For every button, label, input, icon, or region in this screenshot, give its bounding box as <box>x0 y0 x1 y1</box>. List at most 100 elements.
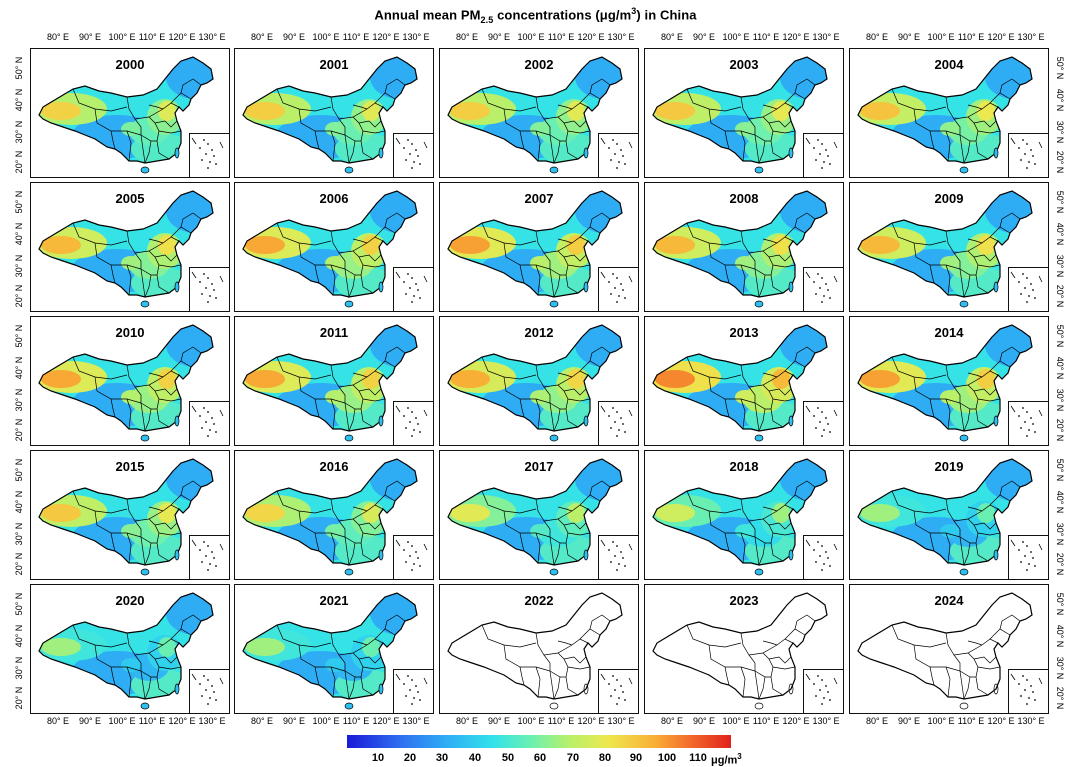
map-panel-2015: 2015 <box>30 450 230 580</box>
title-superscript: 3 <box>631 6 637 16</box>
lon-tick: 130° E <box>198 716 226 726</box>
lat-tick: 30° N <box>1055 522 1065 546</box>
lon-tick: 120° E <box>372 716 400 726</box>
lon-tick: 80° E <box>660 32 684 42</box>
year-label: 2023 <box>729 593 759 608</box>
map-panel-2020: 2020 <box>30 584 230 714</box>
title-middle: concentrations (μg/m <box>493 7 632 23</box>
year-label: 2021 <box>319 593 349 608</box>
lon-tick: 110° E <box>752 716 780 726</box>
lon-tick: 120° E <box>987 716 1015 726</box>
south-china-sea-inset <box>1008 535 1048 579</box>
lon-tick: 90° E <box>78 716 102 726</box>
lon-tick: 130° E <box>1017 32 1045 42</box>
china-map-2018 <box>652 458 828 576</box>
lon-axis-top: 80° E 90° E 100° E 110° E 120° E 130° E <box>849 32 1049 44</box>
map-panel-2007: 2007 <box>439 182 639 312</box>
china-map-2011 <box>242 324 418 442</box>
colorbar-tick-label: 10 <box>371 752 385 764</box>
map-panel-2008: 2008 <box>644 182 844 312</box>
lon-tick: 110° E <box>342 32 370 42</box>
colorbar-unit: μg/m3 <box>711 752 742 767</box>
lat-tick: 40° N <box>14 356 24 380</box>
lon-tick: 80° E <box>46 716 70 726</box>
south-china-sea-inset <box>598 267 638 311</box>
lon-tick: 130° E <box>607 716 635 726</box>
map-panel-2012: 2012 <box>439 316 639 446</box>
lon-tick: 80° E <box>455 32 479 42</box>
lon-tick: 80° E <box>250 716 274 726</box>
colorbar <box>347 735 731 748</box>
south-china-sea-inset <box>598 401 638 445</box>
map-panel-2023: 2023 <box>644 584 844 714</box>
map-panel-2004: 2004 <box>849 48 1049 178</box>
south-china-sea-inset <box>803 535 843 579</box>
lon-tick: 80° E <box>455 716 479 726</box>
lat-tick: 20° N <box>14 150 24 174</box>
lon-tick: 110° E <box>547 32 575 42</box>
south-china-sea-inset <box>1008 133 1048 177</box>
south-china-sea-inset <box>598 669 638 713</box>
lon-tick: 90° E <box>692 716 716 726</box>
colorbar-tick-label: 110 <box>689 752 707 764</box>
map-panel-2024: 2024 <box>849 584 1049 714</box>
year-label: 2017 <box>524 459 554 474</box>
south-china-sea-inset <box>189 535 229 579</box>
china-map-2022 <box>447 592 623 710</box>
map-panel-2001: 2001 <box>234 48 434 178</box>
lon-tick: 90° E <box>487 32 511 42</box>
lon-axis-bottom: 80° E 90° E 100° E 110° E 120° E 130° E <box>439 716 639 728</box>
map-panel-2010: 2010 <box>30 316 230 446</box>
lon-tick: 130° E <box>402 32 430 42</box>
south-china-sea-inset <box>189 133 229 177</box>
lat-axis-left: 50° N 40° N 30° N 20° N <box>12 182 26 312</box>
lon-tick: 120° E <box>372 32 400 42</box>
year-label: 2004 <box>934 57 964 72</box>
lon-tick: 100° E <box>927 32 955 42</box>
south-china-sea-inset <box>393 267 433 311</box>
south-china-sea-inset <box>393 133 433 177</box>
lon-tick: 110° E <box>752 32 780 42</box>
map-panel-2017: 2017 <box>439 450 639 580</box>
year-label: 2020 <box>115 593 145 608</box>
south-china-sea-inset <box>803 267 843 311</box>
lat-axis-left: 50° N 40° N 30° N 20° N <box>12 48 26 178</box>
south-china-sea-inset <box>393 401 433 445</box>
china-map-2004 <box>857 56 1033 174</box>
colorbar-tick-label: 90 <box>629 752 643 764</box>
lon-tick: 80° E <box>46 32 70 42</box>
china-map-2010 <box>38 324 214 442</box>
china-map-2020 <box>38 592 214 710</box>
lat-tick: 40° N <box>14 490 24 514</box>
lon-tick: 100° E <box>927 716 955 726</box>
lon-tick: 110° E <box>957 32 985 42</box>
lon-tick: 90° E <box>897 32 921 42</box>
year-label: 2016 <box>319 459 349 474</box>
lat-axis-right: 50° N 40° N 30° N 20° N <box>1053 450 1067 580</box>
year-label: 2006 <box>319 191 349 206</box>
year-label: 2002 <box>524 57 554 72</box>
lat-tick: 50° N <box>1055 592 1065 616</box>
lat-tick: 40° N <box>14 624 24 648</box>
south-china-sea-inset <box>393 669 433 713</box>
south-china-sea-inset <box>189 669 229 713</box>
lat-axis-left: 50° N 40° N 30° N 20° N <box>12 584 26 714</box>
map-panel-2002: 2002 <box>439 48 639 178</box>
lon-tick: 120° E <box>577 716 605 726</box>
south-china-sea-inset <box>803 401 843 445</box>
lon-axis-bottom: 80° E 90° E 100° E 110° E 120° E 130° E <box>644 716 844 728</box>
title-subscript: 2.5 <box>480 14 494 25</box>
lon-tick: 110° E <box>138 716 166 726</box>
map-panel-2003: 2003 <box>644 48 844 178</box>
lat-tick: 20° N <box>14 418 24 442</box>
colorbar-tick-label: 100 <box>657 752 677 764</box>
south-china-sea-inset <box>803 133 843 177</box>
lat-tick: 40° N <box>1055 624 1065 648</box>
year-label: 2014 <box>934 325 964 340</box>
lon-tick: 80° E <box>250 32 274 42</box>
lon-tick: 100° E <box>722 32 750 42</box>
lon-tick: 120° E <box>577 32 605 42</box>
colorbar-tick-label: 30 <box>435 752 449 764</box>
lat-axis-left: 50° N 40° N 30° N 20° N <box>12 316 26 446</box>
south-china-sea-inset <box>803 669 843 713</box>
